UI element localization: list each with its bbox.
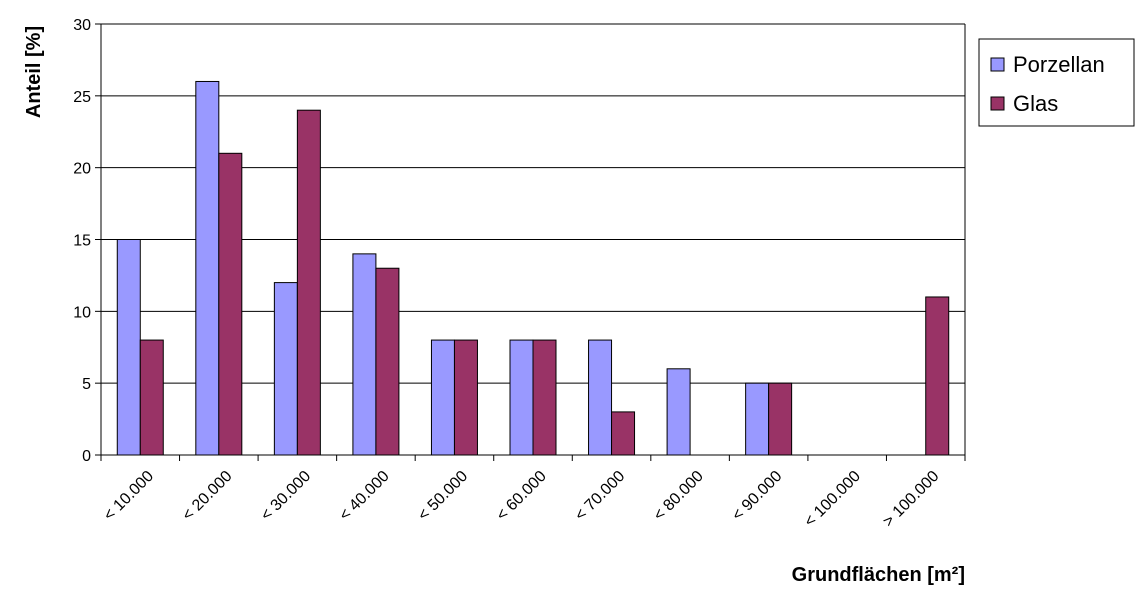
x-tick-label: < 80.000 (651, 468, 707, 524)
legend: Porzellan Glas (978, 38, 1135, 127)
bar-glas-0 (139, 339, 164, 456)
x-tick-label: < 60.000 (493, 468, 549, 524)
gridlines (101, 23, 965, 384)
y-tick-label: 30 (73, 17, 91, 34)
y-tick-label: 0 (82, 448, 91, 465)
bar-glas-3 (375, 267, 400, 456)
bar-glas-2 (296, 109, 321, 456)
y-tick-label: 15 (73, 233, 91, 250)
x-tick-label: < 10.000 (101, 468, 157, 524)
x-tick-label: < 40.000 (336, 468, 392, 524)
x-axis-title: Grundflächen [m²] (792, 564, 965, 586)
x-tick-label: > 100.000 (880, 468, 943, 531)
bar-glas-6 (611, 411, 636, 456)
x-tick-label: < 70.000 (572, 468, 628, 524)
y-axis-title: Anteil [%] (23, 26, 45, 118)
bar-glas-4 (453, 339, 478, 456)
bar-porzellan-6 (588, 339, 613, 456)
bar-porzellan-0 (116, 239, 141, 456)
y-tick-label: 25 (73, 89, 91, 106)
x-tick-label: < 20.000 (179, 468, 235, 524)
legend-label-glas: Glas (1013, 91, 1058, 116)
bar-glas-1 (218, 152, 243, 456)
x-tick-label: < 90.000 (729, 468, 785, 524)
x-tick-label: < 50.000 (415, 468, 471, 524)
legend-swatch-porzellan (990, 57, 1005, 72)
legend-label-porzellan: Porzellan (1013, 52, 1105, 77)
x-tick-label: < 100.000 (801, 468, 864, 531)
bar-porzellan-8 (745, 382, 770, 456)
bar-glas-5 (532, 339, 557, 456)
bar-porzellan-7 (666, 368, 691, 456)
bar-porzellan-2 (273, 282, 298, 456)
bar-porzellan-1 (195, 80, 220, 456)
y-tick-label: 5 (82, 376, 91, 393)
bar-porzellan-5 (509, 339, 534, 456)
legend-box (978, 38, 1135, 127)
x-tick-label: < 30.000 (258, 468, 314, 524)
bar-glas-10 (925, 296, 950, 456)
legend-swatch-glas (990, 96, 1005, 111)
y-tick-label: 20 (73, 161, 91, 178)
bars (116, 80, 950, 456)
bar-porzellan-4 (430, 339, 455, 456)
bar-porzellan-3 (352, 253, 377, 456)
y-tick-label: 10 (73, 304, 91, 321)
axes (95, 23, 966, 461)
bar-glas-8 (768, 382, 793, 456)
